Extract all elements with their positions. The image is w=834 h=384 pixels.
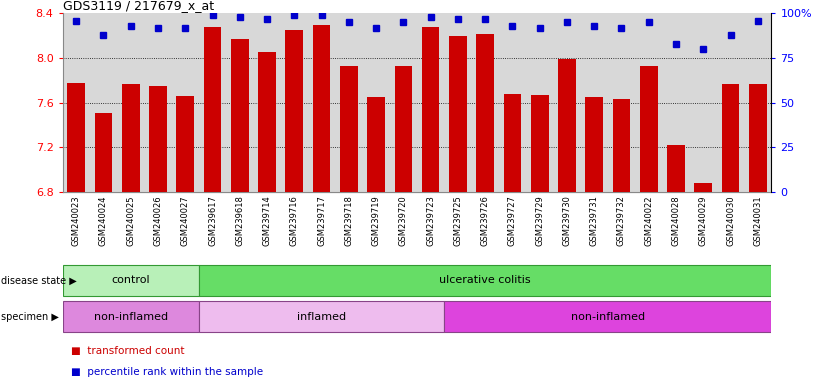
Text: GSM240022: GSM240022: [644, 195, 653, 246]
Text: GSM239716: GSM239716: [289, 195, 299, 247]
Bar: [94, 113, 113, 192]
Bar: [445, 301, 771, 332]
Bar: [394, 66, 412, 192]
Text: GSM239617: GSM239617: [208, 195, 217, 247]
Bar: [367, 97, 385, 192]
Bar: [558, 59, 575, 192]
Bar: [613, 99, 631, 192]
Text: GSM240030: GSM240030: [726, 195, 735, 246]
Text: GDS3119 / 217679_x_at: GDS3119 / 217679_x_at: [63, 0, 214, 12]
Bar: [63, 265, 198, 296]
Bar: [667, 145, 685, 192]
Text: GSM239726: GSM239726: [480, 195, 490, 247]
Text: GSM239719: GSM239719: [372, 195, 380, 246]
Bar: [640, 66, 658, 192]
Text: ■  transformed count: ■ transformed count: [71, 346, 184, 356]
Text: GSM239717: GSM239717: [317, 195, 326, 247]
Bar: [198, 301, 445, 332]
Bar: [313, 25, 330, 192]
Bar: [504, 94, 521, 192]
Bar: [176, 96, 194, 192]
Text: GSM240028: GSM240028: [671, 195, 681, 246]
Text: GSM239729: GSM239729: [535, 195, 545, 246]
Text: GSM240023: GSM240023: [72, 195, 81, 246]
Text: disease state ▶: disease state ▶: [1, 275, 77, 285]
Bar: [285, 30, 304, 192]
Bar: [259, 53, 276, 192]
Text: specimen ▶: specimen ▶: [1, 312, 58, 322]
Bar: [530, 95, 549, 192]
Bar: [63, 301, 198, 332]
Text: GSM239718: GSM239718: [344, 195, 354, 247]
Text: GSM239723: GSM239723: [426, 195, 435, 247]
Text: GSM240025: GSM240025: [126, 195, 135, 246]
Text: control: control: [112, 275, 150, 285]
Text: GSM240024: GSM240024: [99, 195, 108, 246]
Bar: [721, 84, 740, 192]
Text: GSM240029: GSM240029: [699, 195, 708, 246]
Bar: [749, 84, 766, 192]
Text: GSM239730: GSM239730: [562, 195, 571, 247]
Text: GSM240031: GSM240031: [753, 195, 762, 246]
Bar: [122, 84, 139, 192]
Text: GSM239732: GSM239732: [617, 195, 626, 247]
Bar: [449, 36, 467, 192]
Bar: [198, 265, 771, 296]
Bar: [149, 86, 167, 192]
Text: GSM239725: GSM239725: [454, 195, 462, 246]
Text: GSM239720: GSM239720: [399, 195, 408, 246]
Text: ■  percentile rank within the sample: ■ percentile rank within the sample: [71, 367, 263, 377]
Text: GSM239714: GSM239714: [263, 195, 272, 246]
Bar: [476, 33, 494, 192]
Bar: [422, 27, 440, 192]
Bar: [695, 183, 712, 192]
Text: GSM239731: GSM239731: [590, 195, 599, 247]
Text: GSM239618: GSM239618: [235, 195, 244, 247]
Text: inflamed: inflamed: [297, 312, 346, 322]
Text: non-inflamed: non-inflamed: [93, 312, 168, 322]
Text: GSM240027: GSM240027: [181, 195, 190, 246]
Bar: [231, 39, 249, 192]
Bar: [340, 66, 358, 192]
Text: GSM239727: GSM239727: [508, 195, 517, 247]
Bar: [203, 27, 221, 192]
Bar: [585, 97, 603, 192]
Text: GSM240026: GSM240026: [153, 195, 163, 246]
Text: non-inflamed: non-inflamed: [570, 312, 645, 322]
Bar: [68, 83, 85, 192]
Text: ulcerative colitis: ulcerative colitis: [440, 275, 531, 285]
